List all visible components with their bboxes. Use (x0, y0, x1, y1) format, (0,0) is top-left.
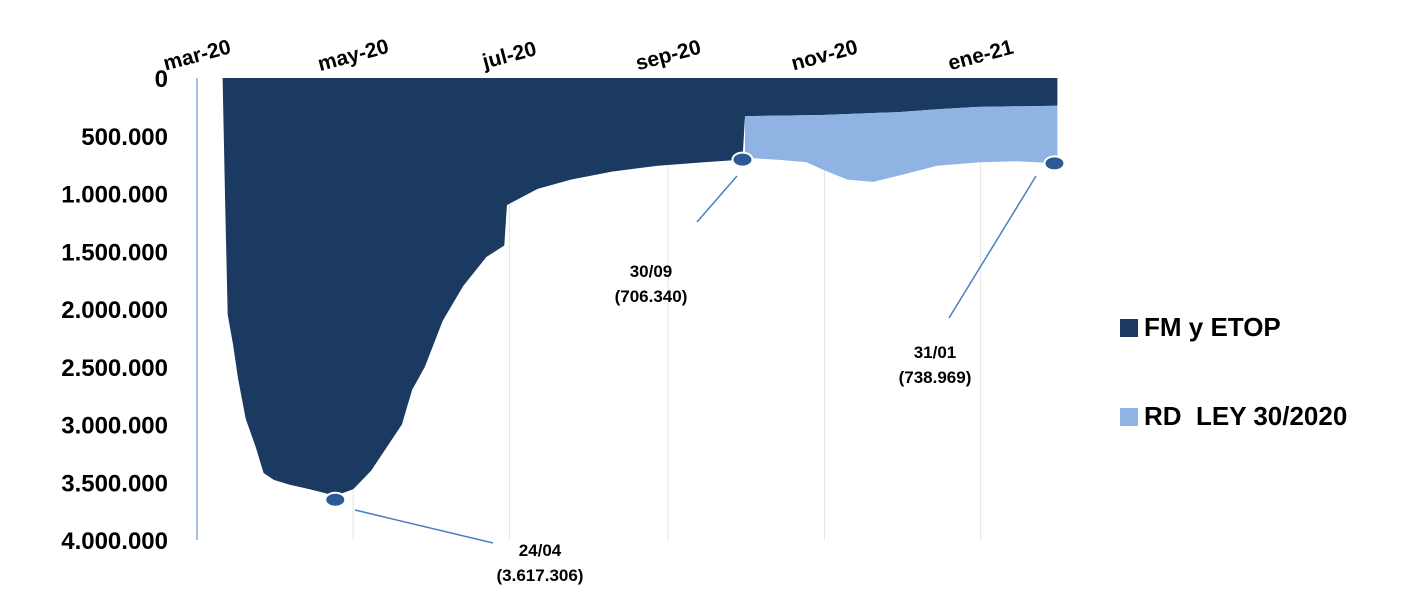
legend-label-rd-ley: RD LEY 30/2020 (1144, 401, 1348, 431)
x-tick-label: ene-21 (946, 36, 1017, 76)
y-tick-label: 3.500.000 (61, 470, 168, 497)
annotation-leader-line (948, 175, 1037, 319)
y-tick-label: 4.000.000 (61, 528, 168, 555)
y-tick-label: 1.500.000 (61, 239, 168, 266)
plot-areas (222, 78, 1058, 496)
x-axis-ticks: mar-20 may-20 jul-20 sep-20 nov-20 ene-21 (161, 35, 1016, 76)
x-tick-label: may-20 (315, 35, 391, 76)
y-tick-label: 3.000.000 (61, 413, 168, 440)
annotation-value-label: (3.617.306) (497, 566, 584, 585)
y-tick-label: 0 (155, 66, 168, 93)
annotation-leader-line (696, 175, 738, 223)
x-tick-label: sep-20 (633, 36, 703, 75)
annotation-date-label: 31/01 (914, 343, 957, 362)
y-tick-label: 2.000.000 (61, 297, 168, 324)
area-fm-etop (222, 78, 1058, 496)
annotation-marker (731, 151, 754, 168)
legend-swatch-fm-etop (1120, 318, 1138, 337)
x-tick-label: mar-20 (161, 35, 233, 75)
annotation-value-label: (738.969) (899, 368, 972, 387)
y-axis-ticks: 0 500.000 1.000.000 1.500.000 2.000.000 2.500… (61, 66, 168, 555)
legend-label-fm-etop: FM y ETOP (1144, 312, 1281, 342)
annotations: 24/04 (3.617.306) 30/09 (706.340) 31/01 (738.… (324, 151, 1066, 585)
y-tick-label: 1.000.000 (61, 182, 168, 209)
y-tick-label: 500.000 (81, 124, 168, 151)
y-tick-label: 2.500.000 (61, 355, 168, 382)
annotation-marker (1043, 155, 1066, 172)
x-tick-label: jul-20 (479, 37, 539, 74)
legend-item-rd-ley: RD LEY 30/2020 (1120, 401, 1347, 432)
legend-swatch-rd-ley (1120, 407, 1138, 426)
legend-item-fm-etop: FM y ETOP (1120, 312, 1281, 343)
x-tick-label: nov-20 (789, 36, 860, 76)
annotation-value-label: (706.340) (615, 287, 688, 306)
annotation-leader-line (354, 509, 494, 544)
annotation-date-label: 24/04 (519, 541, 562, 560)
area-rd-ley (745, 105, 1058, 182)
annotation-date-label: 30/09 (630, 262, 673, 281)
annotation-marker (324, 491, 347, 508)
